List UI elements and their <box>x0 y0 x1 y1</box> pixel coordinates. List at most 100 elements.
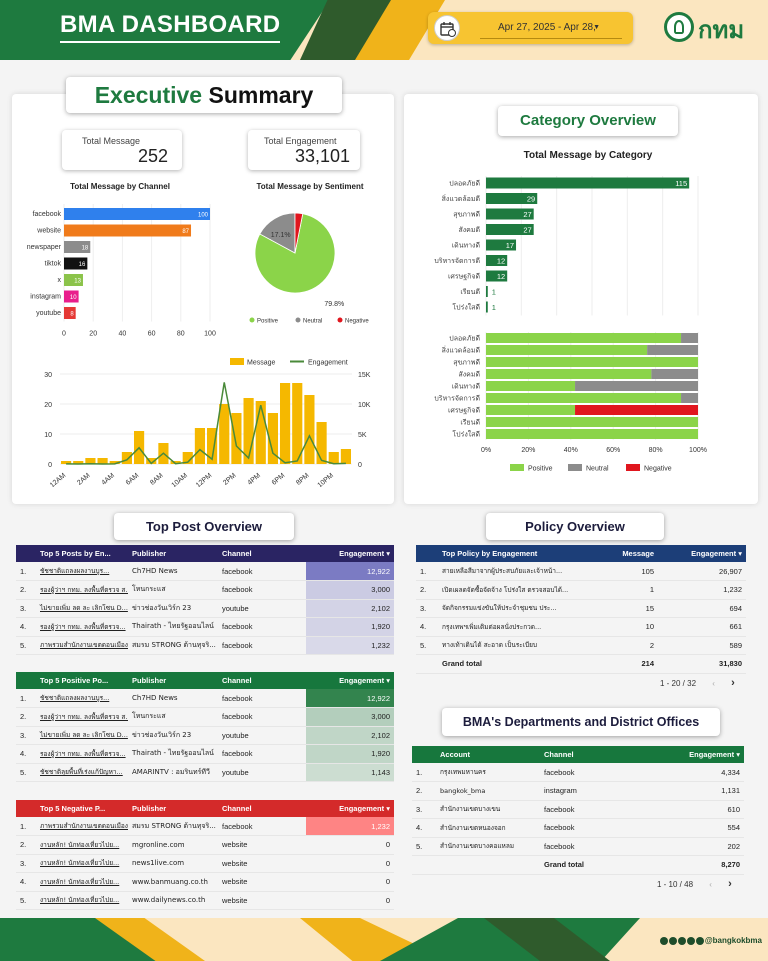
youtube-icon[interactable] <box>677 936 686 945</box>
grand-total-message: 214 <box>588 654 658 674</box>
table-header-sorted[interactable]: Engagement ▾ <box>640 746 744 763</box>
row-index: 5. <box>412 837 436 856</box>
table-header[interactable]: Channel <box>222 804 252 813</box>
table-row[interactable]: 1. ชัชชาติแถลงผลงานบูร... Ch7HD News facebo… <box>16 689 394 708</box>
stacked-bar-segment <box>575 405 698 415</box>
sentiment-chart-title: Total Message by Sentiment <box>256 182 364 191</box>
instagram-icon[interactable] <box>686 936 695 945</box>
prev-page-icon[interactable]: ‹ <box>709 880 712 889</box>
table-row[interactable]: 5. ทางเท้าเดินได้ สะอาด เป็นระเบียบ 2 589 <box>416 636 746 655</box>
legend-label: Neutral <box>586 466 609 473</box>
table-row[interactable]: 4. รองผู้ว่าฯ กทม. ลงพื้นที่ตรวจ... Thaira… <box>16 617 394 637</box>
table-header[interactable]: Top 5 Positive Po... <box>40 676 109 685</box>
bar <box>182 452 193 464</box>
table-header[interactable]: Publisher <box>132 676 167 685</box>
policy-name-cell: กรุงเทพฯเพิ่มเติมต่อผลนั่งประกวด... <box>438 617 588 637</box>
post-link[interactable]: ภาพรวมสำนักงานเขตดอนเมือง... <box>36 817 128 836</box>
table-row[interactable]: 2. รองผู้ว่าฯ กทม. ลงพื้นที่ตรวจ ส... โหนก… <box>16 707 394 727</box>
table-row[interactable]: 3. ไม่ขายเพิ่ม ลด ละ เลิกโซน D... ข่าวช่อง… <box>16 599 394 618</box>
table-row[interactable]: 5. งานหลัก! นักท่องเที่ยวไปย... www.dailyn… <box>16 891 394 910</box>
table-header[interactable]: Channel <box>222 676 252 685</box>
table-row[interactable]: 4. งานหลัก! นักท่องเที่ยวไปย... www.banmua… <box>16 872 394 892</box>
post-link[interactable]: งานหลัก! นักท่องเที่ยวไปย... <box>36 854 128 873</box>
table-header[interactable]: Message <box>622 549 654 558</box>
table-row[interactable]: 5. ชัชชาติลุยพื้นที่เร่งแก้ปัญหา... AMARIN… <box>16 763 394 782</box>
title-word: Executive <box>94 82 203 108</box>
table-row[interactable]: 1. ภาพรวมสำนักงานเขตดอนเมือง... สมรม STRON… <box>16 817 394 836</box>
table-row[interactable]: 1. สายเหลือสีมาจากผู้ประสบภัยและเจ้าหน้า.… <box>416 562 746 581</box>
bar <box>340 449 351 464</box>
post-link[interactable]: ชัชชาติแถลงผลงานบูร... <box>36 562 128 581</box>
table-header[interactable]: Publisher <box>132 549 167 558</box>
category-label: เรียนดี <box>460 288 480 296</box>
row-index: 1. <box>416 562 438 581</box>
table-header[interactable]: Channel <box>544 750 574 759</box>
table-row[interactable]: 2. งานหลัก! นักท่องเที่ยวไปย... mgronline.… <box>16 835 394 855</box>
date-range-control[interactable]: Apr 27, 2025 - Apr 28, ▼ <box>428 12 633 44</box>
account-cell: bangkok_bma <box>436 781 540 801</box>
channel-cell: facebook <box>218 744 306 764</box>
post-link[interactable]: รองผู้ว่าฯ กทม. ลงพื้นที่ตรวจ ส... <box>36 580 128 600</box>
post-link[interactable]: ชัชชาติลุยพื้นที่เร่งแก้ปัญหา... <box>36 763 128 782</box>
table-row[interactable]: 2. เปิดเผลดจัดซื้อจัดจ้าง โปร่งใส ตรวจสอบ… <box>416 580 746 600</box>
post-link[interactable]: งานหลัก! นักท่องเที่ยวไปย... <box>36 872 128 892</box>
table-header-sorted[interactable]: Engagement ▾ <box>306 672 394 689</box>
sort-desc-icon: ▾ <box>386 549 390 558</box>
date-range-select[interactable]: Apr 27, 2025 - Apr 28, ▼ <box>480 17 622 39</box>
table-header[interactable]: Top 5 Negative P... <box>40 804 106 813</box>
table-row[interactable]: 1. ชัชชาติแถลงผลงานบูร... Ch7HD News facebo… <box>16 562 394 581</box>
calendar-icon[interactable] <box>434 15 460 41</box>
engagement-cell: 1,131 <box>640 781 744 801</box>
table-header[interactable]: Top Policy by Engagement <box>442 549 538 558</box>
engagement-cell: 1,232 <box>306 636 394 655</box>
post-link[interactable]: งานหลัก! นักท่องเที่ยวไปย... <box>36 835 128 855</box>
table-row[interactable]: 3. ไม่ขายเพิ่ม ลด ละ เลิกโซน D... ข่าวช่อง… <box>16 726 394 745</box>
legend-marker <box>295 317 301 323</box>
table-row[interactable]: 3. งานหลัก! นักท่องเที่ยวไปย... news1live.… <box>16 854 394 873</box>
x-icon[interactable] <box>659 936 668 945</box>
pie-slice <box>259 212 296 254</box>
table-row[interactable]: 5. สำนักงานเขตบางคอแหลม facebook 202 <box>412 837 744 856</box>
facebook-icon[interactable] <box>668 936 677 945</box>
table-header[interactable]: Publisher <box>132 804 167 813</box>
row-index: 3. <box>16 854 36 873</box>
table-row[interactable]: 3. จัดกิจกรรมแข่งขันให้ประจำชุมชน ประ... 1… <box>416 599 746 618</box>
prev-page-icon[interactable]: ‹ <box>712 679 715 688</box>
post-link[interactable]: รองผู้ว่าฯ กทม. ลงพื้นที่ตรวจ... <box>36 744 128 764</box>
post-link[interactable]: ไม่ขายเพิ่ม ลด ละ เลิกโซน D... <box>36 726 128 745</box>
table-header[interactable]: Account <box>440 750 470 759</box>
post-link[interactable]: ไม่ขายเพิ่ม ลด ละ เลิกโซน D... <box>36 599 128 618</box>
table-header[interactable]: Channel <box>222 549 252 558</box>
post-link[interactable]: งานหลัก! นักท่องเที่ยวไปย... <box>36 891 128 910</box>
table-row[interactable]: 4. รองผู้ว่าฯ กทม. ลงพื้นที่ตรวจ... Thaira… <box>16 744 394 764</box>
next-page-icon[interactable]: › <box>728 878 732 890</box>
bar-value-label: 10 <box>70 295 77 301</box>
table-row[interactable]: 1. กรุงเทพมหานคร facebook 4,334 <box>412 763 744 782</box>
channel-cell: facebook <box>218 617 306 637</box>
table-header-sorted[interactable]: Engagement ▾ <box>306 545 394 562</box>
channel-cell: youtube <box>218 726 306 745</box>
social-links[interactable]: @bangkokbma <box>659 936 762 945</box>
table-row[interactable]: 5. ภาพรวมสำนักงานเขตดอนเมือง... สมรม STRON… <box>16 636 394 655</box>
pie-value-label: 79.8% <box>324 301 344 308</box>
table-header-sorted[interactable]: Engagement ▾ <box>658 545 746 562</box>
next-page-icon[interactable]: › <box>731 677 735 689</box>
footer-bar: @bangkokbma <box>0 918 768 961</box>
sort-header-label: Engagement <box>691 549 737 558</box>
x-tick-label: 60% <box>606 447 620 454</box>
post-link[interactable]: รองผู้ว่าฯ กทม. ลงพื้นที่ตรวจ ส... <box>36 707 128 727</box>
table-row[interactable]: 4. กรุงเทพฯเพิ่มเติมต่อผลนั่งประกวด... 10 6… <box>416 617 746 637</box>
post-link[interactable]: ชัชชาติแถลงผลงานบูร... <box>36 689 128 708</box>
table-header-sorted[interactable]: Engagement ▾ <box>306 800 394 817</box>
engagement-cell: 0 <box>306 835 394 855</box>
post-link[interactable]: รองผู้ว่าฯ กทม. ลงพื้นที่ตรวจ... <box>36 617 128 637</box>
table-row[interactable]: 2. รองผู้ว่าฯ กทม. ลงพื้นที่ตรวจ ส... โหนก… <box>16 580 394 600</box>
tiktok-icon[interactable] <box>695 936 704 945</box>
top-posts-table: Top 5 Posts by En... Publisher Channel E… <box>16 545 394 655</box>
engagement-cell: 589 <box>658 636 746 655</box>
table-row[interactable]: 2. bangkok_bma instagram 1,131 <box>412 781 744 801</box>
table-row[interactable]: 3. สำนักงานเขตบางเขน facebook 610 <box>412 800 744 819</box>
table-header[interactable]: Top 5 Posts by En... <box>40 549 111 558</box>
post-link[interactable]: ภาพรวมสำนักงานเขตดอนเมือง... <box>36 636 128 655</box>
table-row[interactable]: 4. สำนักงานเขตหนองจอก facebook 554 <box>412 818 744 838</box>
